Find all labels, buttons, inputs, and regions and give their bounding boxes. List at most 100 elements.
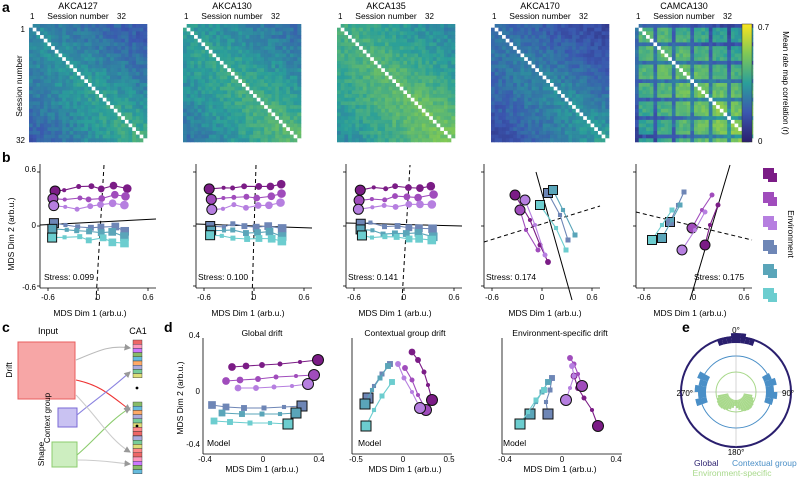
heatmap-cell	[230, 60, 235, 65]
heatmap-cell	[47, 119, 52, 124]
heatmap-cell	[432, 90, 437, 95]
heatmap-cell	[425, 86, 430, 91]
heatmap-cell	[671, 35, 676, 40]
heatmap-cell	[690, 83, 695, 87]
heatmap-cell	[513, 75, 518, 80]
heatmap-cell	[668, 53, 673, 58]
heatmap-cell	[734, 90, 739, 95]
heatmap-cell	[73, 108, 78, 113]
heatmap-cell	[738, 64, 743, 69]
heatmap-cell	[505, 127, 510, 132]
heatmap-cell	[29, 108, 33, 113]
heatmap-cell	[538, 38, 543, 43]
heatmap-cell	[278, 94, 283, 99]
heatmap-cell	[392, 53, 397, 58]
heatmap-cell	[682, 75, 687, 80]
heatmap-cell	[242, 90, 246, 95]
heatmap-cell	[418, 75, 423, 80]
heatmap-cell	[649, 42, 654, 47]
heatmap-cell	[708, 49, 713, 54]
tick-label: 1	[184, 12, 189, 21]
heatmap-cell	[344, 138, 349, 143]
heatmap-cell	[234, 64, 239, 69]
heatmap-cell	[69, 116, 74, 121]
heatmap-cell	[102, 64, 107, 69]
heatmap-cell	[58, 116, 63, 121]
heatmap-cell	[194, 35, 199, 40]
heatmap-cell	[128, 83, 133, 87]
heatmap-cell	[373, 49, 378, 54]
heatmap-cell	[675, 116, 680, 121]
heatmap-cell	[738, 46, 743, 51]
heatmap-cell	[102, 35, 107, 40]
heatmap-cell	[418, 42, 423, 47]
heatmap-cell	[370, 134, 375, 139]
heatmap-cell	[88, 112, 92, 117]
heatmap-cell	[443, 75, 448, 80]
heatmap-cell	[642, 119, 647, 124]
heatmap-cell	[590, 134, 595, 139]
heatmap-cell	[58, 64, 63, 69]
heatmap-cell	[601, 42, 606, 47]
heatmap-cell	[708, 108, 713, 113]
heatmap-cell	[238, 27, 243, 32]
heatmap-cell	[502, 101, 507, 106]
heatmap-cell	[242, 116, 246, 121]
heatmap-cell	[410, 71, 415, 76]
heatmap-cell	[542, 49, 547, 54]
heatmap-cell	[260, 86, 265, 91]
heatmap-cell	[535, 127, 540, 132]
heatmap-cell	[340, 24, 345, 28]
heatmap-cell	[583, 71, 588, 76]
heatmap-cell	[712, 108, 717, 113]
heatmap-cell	[40, 68, 45, 73]
heatmap-cell	[99, 123, 104, 128]
heatmap-cell	[399, 112, 404, 117]
heatmap-cell	[242, 46, 246, 51]
heatmap-cell	[601, 27, 606, 32]
heatmap-cell	[583, 79, 588, 84]
heatmap-cell	[509, 71, 514, 76]
heatmap-cell	[62, 35, 67, 40]
heatmap-cell	[65, 46, 70, 51]
heatmap-cell	[594, 119, 599, 124]
heatmap-cell	[344, 68, 349, 73]
heatmap-cell	[407, 24, 412, 28]
heatmap-cell	[186, 24, 191, 28]
heatmap-cell	[694, 75, 698, 80]
heatmap-cell	[197, 127, 202, 132]
heatmap-cell	[690, 31, 695, 36]
heatmap-cell	[572, 53, 577, 58]
heatmap-cell	[51, 46, 56, 51]
heatmap-cell	[649, 57, 654, 62]
heatmap-cell	[212, 71, 217, 76]
heatmap-cell	[712, 75, 717, 80]
heatmap-cell	[113, 105, 118, 110]
heatmap-cell	[95, 127, 100, 132]
heatmap-cell	[730, 75, 735, 80]
heatmap-cell	[451, 123, 456, 128]
heatmap-cell	[135, 127, 140, 132]
heatmap-cell	[436, 119, 441, 124]
heatmap-cell	[421, 60, 426, 65]
heatmap-cell	[671, 60, 676, 65]
heatmap-cell	[509, 127, 514, 132]
heatmap-cell	[32, 75, 37, 80]
heatmap-cell	[392, 71, 397, 76]
heatmap-cell	[340, 97, 345, 102]
heatmap-cell	[399, 134, 404, 139]
heatmap-cell	[538, 101, 543, 106]
heatmap-cell	[135, 112, 140, 117]
heatmap-cell	[447, 35, 452, 40]
heatmap-cell	[653, 35, 658, 40]
heatmap-cell	[664, 71, 669, 76]
heatmap-cell	[694, 112, 698, 117]
heatmap-cell	[527, 138, 532, 143]
heatmap-cell	[223, 24, 228, 28]
heatmap-cell	[738, 90, 743, 95]
heatmap-cell	[583, 35, 588, 40]
heatmap-cell	[223, 35, 228, 40]
heatmap-cell	[561, 46, 566, 51]
heatmap-cell	[638, 42, 643, 47]
heatmap-cell	[264, 35, 269, 40]
